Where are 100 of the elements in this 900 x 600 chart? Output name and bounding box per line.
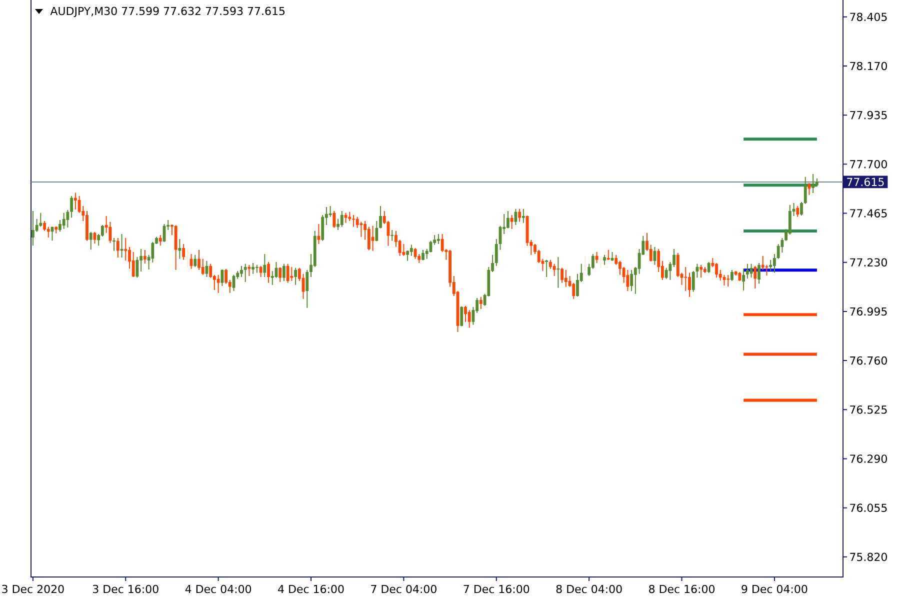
candlestick <box>754 265 757 289</box>
candlestick <box>101 224 104 237</box>
y-tick-label: 77.230 <box>850 258 887 267</box>
candlestick <box>352 214 355 228</box>
candlestick <box>758 262 760 284</box>
candlestick <box>796 205 800 218</box>
y-tick-label: 78.405 <box>850 12 887 22</box>
candlestick <box>220 268 224 286</box>
y-tick-label: 76.290 <box>850 454 887 463</box>
candlestick <box>649 244 652 262</box>
candlestick <box>506 210 510 229</box>
candlestick <box>560 267 564 284</box>
candlestick <box>804 176 807 204</box>
candlestick <box>224 268 228 284</box>
candlestick <box>132 251 135 278</box>
y-tick-label: 77.465 <box>850 209 887 218</box>
x-tick-label: 4 Dec 16:00 <box>278 584 344 594</box>
candlestick <box>336 218 340 230</box>
candlestick <box>379 205 382 229</box>
candlestick <box>58 219 62 232</box>
candlestick <box>74 192 77 210</box>
candlestick <box>198 249 200 270</box>
candlestick <box>286 263 290 284</box>
ref-line-label: 77.615 <box>847 178 884 186</box>
candlestick <box>178 238 182 260</box>
candlestick <box>618 260 622 276</box>
candlestick <box>31 210 34 246</box>
candlestick <box>321 214 324 242</box>
x-tick-label: 9 Dec 04:00 <box>742 584 808 594</box>
candlestick <box>715 262 718 278</box>
x-tick-label: 7 Dec 04:00 <box>371 584 436 594</box>
candlestick <box>124 237 128 261</box>
candlestick <box>252 262 255 274</box>
candlestick <box>707 261 710 274</box>
y-tick-label: 77.700 <box>850 160 887 168</box>
candlestick <box>676 252 680 278</box>
candlestick <box>140 248 143 272</box>
candlestick <box>248 264 251 276</box>
candlestick <box>518 208 522 222</box>
candlestick <box>606 249 610 260</box>
candlestick <box>510 214 514 230</box>
x-tick-label: 8 Dec 16:00 <box>649 584 715 594</box>
candlestick <box>267 261 270 284</box>
candlestick <box>375 220 378 242</box>
candlestick <box>263 254 266 278</box>
candlestick <box>143 249 146 264</box>
x-tick-label: 8 Dec 04:00 <box>556 584 622 594</box>
candlestick <box>278 266 282 283</box>
candlestick <box>460 306 464 327</box>
candlestick <box>603 254 606 266</box>
candlestick <box>742 268 746 292</box>
candlestick <box>769 259 772 272</box>
candlestick <box>630 269 634 292</box>
candlestick <box>367 226 370 251</box>
candlestick <box>46 226 50 238</box>
candlestick <box>348 211 352 222</box>
candlestick <box>290 266 294 282</box>
y-tick-label: 77.935 <box>850 110 887 120</box>
candlestick <box>332 210 336 228</box>
candlestick <box>216 274 220 294</box>
candlestick <box>194 254 197 268</box>
candlestick <box>552 263 556 276</box>
candlestick <box>564 269 568 288</box>
candlestick <box>209 263 212 278</box>
candlestick <box>70 195 74 218</box>
candlestick <box>186 249 189 268</box>
candlestick <box>294 267 298 286</box>
candlestick <box>340 210 344 228</box>
candlestick <box>270 270 274 286</box>
candlestick <box>116 237 120 258</box>
candlestick <box>43 220 46 232</box>
candlestick <box>614 254 618 266</box>
candlestick <box>688 272 691 298</box>
candlestick <box>494 238 498 266</box>
candlestick <box>464 305 467 322</box>
x-tick-label: 7 Dec 16:00 <box>464 584 530 594</box>
candlestick <box>328 205 332 218</box>
y-tick-label: 75.820 <box>850 552 887 562</box>
candlestick <box>595 251 598 264</box>
candlestick <box>182 243 186 260</box>
candlestick <box>746 263 749 280</box>
candlestick <box>244 263 247 283</box>
candlestick <box>437 233 440 244</box>
y-tick-label: 78.170 <box>850 62 887 70</box>
candlestick <box>468 310 471 328</box>
candlestick <box>576 273 579 297</box>
text: AUDJPY,M30 77.599 77.632 77.593 77.615 <box>50 6 285 18</box>
candlestick <box>112 237 116 252</box>
x-tick-label: 4 Dec 04:00 <box>185 584 252 594</box>
candlestick <box>800 202 803 216</box>
candlestick <box>812 174 815 194</box>
candlestick <box>240 265 243 278</box>
candlestick <box>62 212 66 230</box>
candlestick <box>282 263 286 282</box>
candlestick <box>700 264 703 278</box>
candlestick <box>545 259 548 278</box>
candlestick <box>371 225 374 252</box>
y-tick-label: 76.055 <box>850 504 887 512</box>
x-tick-label: 3 Dec 2020 <box>2 584 64 594</box>
candlestick <box>730 269 734 282</box>
